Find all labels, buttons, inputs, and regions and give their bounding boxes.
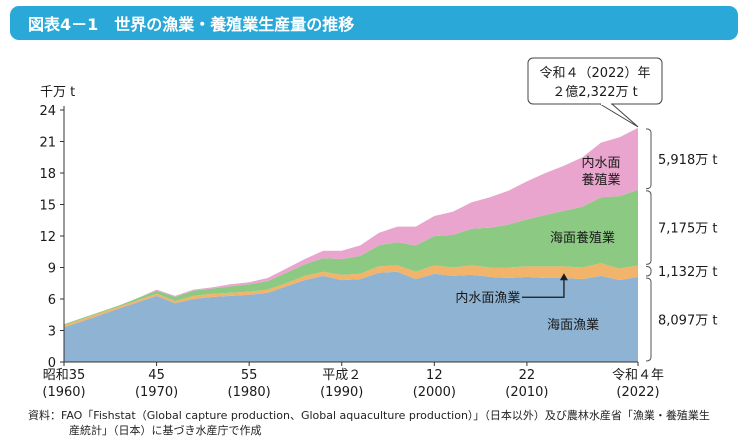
x-tick-era-1960: 昭和35 bbox=[43, 368, 86, 383]
y-axis: 0 3 6 9 12 15 18 21 24 千万 t bbox=[39, 85, 75, 371]
x-tick-western-1980: (1980) bbox=[228, 385, 271, 400]
source-note: 資料：FAO「Fishstat（Global capture productio… bbox=[28, 408, 740, 438]
y-axis-unit: 千万 t bbox=[40, 85, 75, 100]
annotation-内水面漁業: 1,132万 t bbox=[658, 265, 717, 280]
annotation-海面漁業: 8,097万 t bbox=[658, 313, 717, 328]
x-tick-era-1970: 45 bbox=[148, 368, 165, 383]
x-tick-era-1980: 55 bbox=[241, 368, 258, 383]
area-内水面漁業 bbox=[64, 263, 638, 328]
x-tick-era-2000: 12 bbox=[426, 368, 443, 383]
bracket-海面養殖業 bbox=[645, 190, 652, 265]
y-tick-label-3: 3 bbox=[48, 325, 56, 340]
x-tick-western-1960: (1960) bbox=[42, 385, 85, 400]
x-tick-western-2022: (2022) bbox=[616, 385, 659, 400]
x-tick-era-2010: 22 bbox=[519, 368, 536, 383]
total-callout: 令和４（2022）年 ２億2,322万 t bbox=[527, 57, 663, 128]
figure-title: 世界の漁業・養殖業生産量の推移 bbox=[114, 15, 355, 34]
label-内水面養殖業-2: 養殖業 bbox=[581, 172, 620, 188]
x-tick-western-2010: (2010) bbox=[505, 385, 548, 400]
area-layers bbox=[64, 127, 638, 362]
area-海面漁業 bbox=[64, 271, 638, 362]
label-内水面漁業: 内水面漁業 bbox=[455, 290, 520, 306]
y-tick-label-6: 6 bbox=[48, 293, 56, 308]
right-annotations: 5,918万 t 7,175万 t 1,132万 t 8,097万 t bbox=[645, 128, 717, 362]
label-海面漁業: 海面漁業 bbox=[547, 317, 599, 333]
x-tick-western-1990: (1990) bbox=[320, 385, 363, 400]
y-tick-label-12: 12 bbox=[39, 230, 56, 245]
figure-label: 図表4－1 bbox=[28, 15, 99, 34]
y-tick-label-18: 18 bbox=[39, 167, 56, 182]
source-line-2: 産統計」（日本）に基づき水産庁で作成 bbox=[69, 424, 262, 437]
annotation-海面養殖業: 7,175万 t bbox=[658, 222, 717, 237]
area-海面養殖業 bbox=[64, 189, 638, 326]
callout-box bbox=[527, 57, 663, 105]
callout-pointer bbox=[598, 103, 639, 128]
y-tick-label-21: 21 bbox=[39, 136, 56, 151]
callout-line-1: 令和４（2022）年 bbox=[539, 66, 650, 81]
y-tick-label-24: 24 bbox=[39, 104, 56, 119]
y-tick-label-0: 0 bbox=[48, 356, 56, 371]
bracket-内水面漁業 bbox=[645, 265, 652, 277]
x-tick-western-2000: (2000) bbox=[413, 385, 456, 400]
label-arrow-line bbox=[521, 278, 565, 298]
x-tick-era-2022: 令和４年 bbox=[612, 368, 664, 383]
label-海面養殖業: 海面養殖業 bbox=[550, 230, 615, 246]
bracket-海面漁業 bbox=[645, 277, 652, 362]
source-line-1: 資料：FAO「Fishstat（Global capture productio… bbox=[28, 409, 710, 422]
x-tick-era-1990: 平成２ bbox=[322, 368, 361, 383]
figure-header: 図表4－1 世界の漁業・養殖業生産量の推移 bbox=[10, 6, 738, 40]
bracket-内水面養殖業 bbox=[645, 128, 652, 190]
y-tick-label-15: 15 bbox=[39, 199, 56, 214]
y-tick-label-9: 9 bbox=[48, 262, 56, 277]
label-arrow-head bbox=[559, 273, 568, 281]
x-tick-western-1970: (1970) bbox=[135, 385, 178, 400]
annotation-内水面養殖業: 5,918万 t bbox=[658, 153, 717, 168]
production-area-chart: 0 3 6 9 12 15 18 21 24 千万 t 昭和35 (1960) 45 (1970) 55 (… bbox=[39, 57, 717, 400]
label-内水面養殖業-1: 内水面 bbox=[581, 155, 620, 171]
callout-line-2: ２億2,322万 t bbox=[552, 84, 637, 100]
x-axis: 昭和35 (1960) 45 (1970) 55 (1980) 平成２ (1990) 12 (20… bbox=[42, 361, 664, 400]
